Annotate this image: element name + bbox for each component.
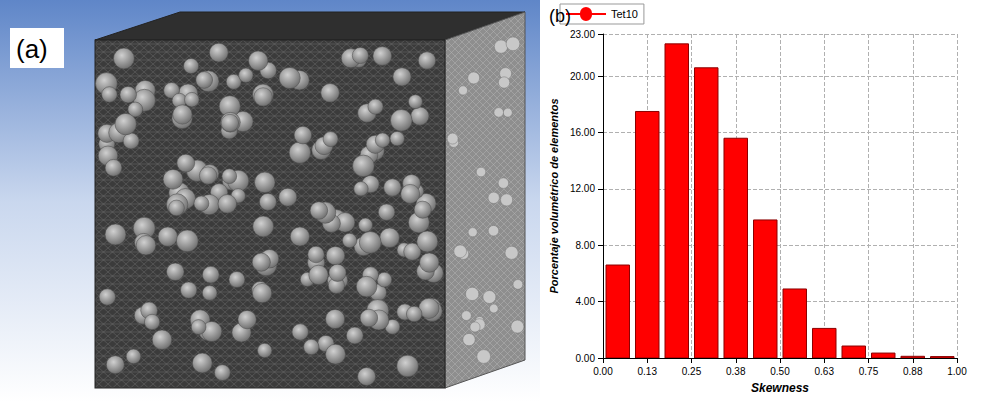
svg-text:(b): (b) — [549, 6, 571, 26]
svg-text:0.38: 0.38 — [726, 366, 746, 377]
svg-text:0.88: 0.88 — [903, 366, 923, 377]
svg-text:0.00: 0.00 — [576, 353, 596, 364]
svg-text:0.75: 0.75 — [859, 366, 879, 377]
svg-text:0.00: 0.00 — [593, 366, 613, 377]
svg-text:0.63: 0.63 — [815, 366, 835, 377]
svg-text:Porcentaje volumétrico de elem: Porcentaje volumétrico de elementos — [548, 98, 560, 293]
svg-text:0.13: 0.13 — [638, 366, 658, 377]
svg-text:(a): (a) — [16, 34, 48, 64]
svg-text:12.00: 12.00 — [570, 183, 595, 194]
svg-text:8.00: 8.00 — [576, 240, 596, 251]
svg-text:0.50: 0.50 — [770, 366, 790, 377]
svg-text:0.25: 0.25 — [682, 366, 702, 377]
svg-text:Skewness: Skewness — [751, 381, 809, 395]
svg-text:20.00: 20.00 — [570, 71, 595, 82]
svg-text:1.00: 1.00 — [947, 366, 967, 377]
svg-text:16.00: 16.00 — [570, 127, 595, 138]
svg-text:4.00: 4.00 — [576, 296, 596, 307]
svg-text:Tet10: Tet10 — [611, 8, 638, 20]
svg-text:23.00: 23.00 — [570, 29, 595, 40]
